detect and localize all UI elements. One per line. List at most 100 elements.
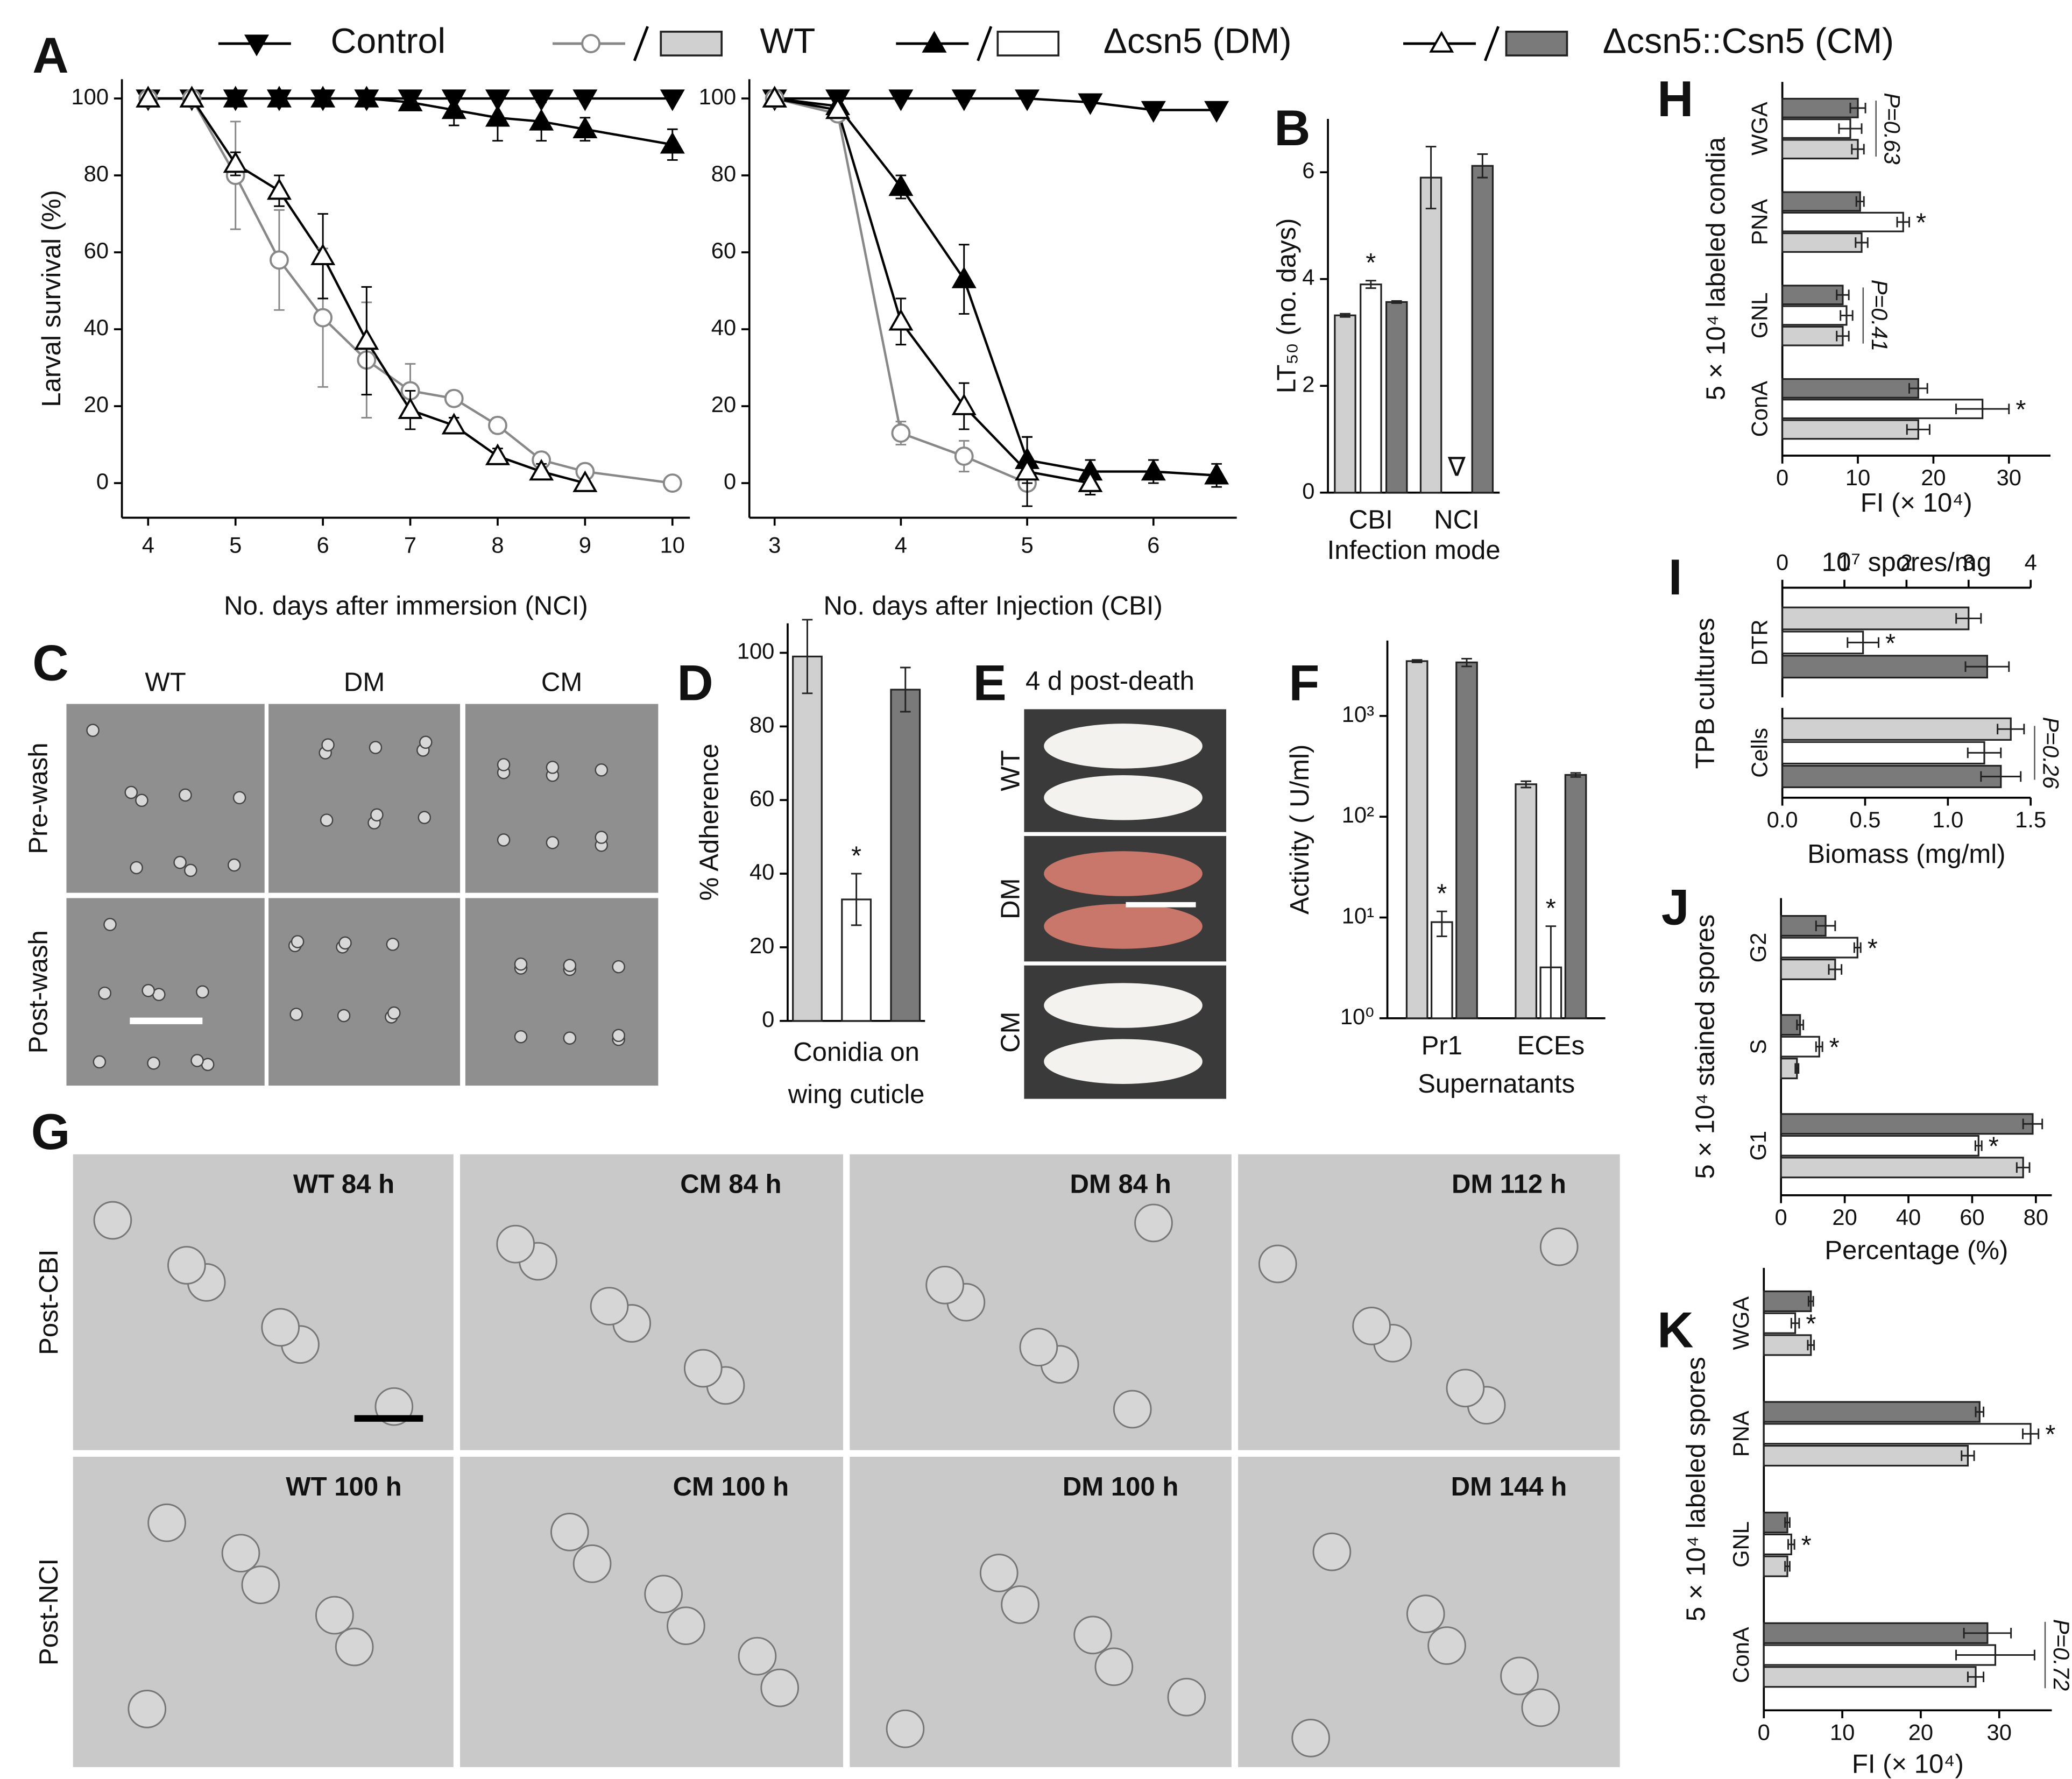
- spore: [135, 793, 148, 807]
- error-bar: [1787, 1539, 1795, 1550]
- x-tick-label: 5: [1021, 532, 1033, 557]
- annotation: *: [1868, 934, 1878, 963]
- y-tick-label: 60: [711, 238, 736, 263]
- legend-label: Δcsn5 (DM): [1104, 22, 1292, 61]
- error-bar: [1849, 103, 1866, 114]
- y-tick-label: 80: [711, 161, 736, 186]
- panel-letter: H: [1657, 71, 1693, 127]
- panel-letter: E: [973, 655, 1006, 711]
- bar: [1471, 165, 1494, 494]
- cell: [221, 1534, 260, 1573]
- spore: [563, 959, 577, 972]
- annotation: *: [1437, 880, 1447, 909]
- bar: [1780, 1135, 1979, 1157]
- marker: [891, 423, 911, 443]
- row-label: DM: [996, 878, 1025, 919]
- panel-label: CM 84 h: [680, 1170, 781, 1199]
- marker: [662, 473, 682, 493]
- cell: [572, 1544, 612, 1583]
- y-tick-label: 60: [749, 785, 774, 811]
- marker: [1078, 470, 1103, 492]
- spore: [232, 791, 246, 805]
- y-tick-label: 40: [84, 315, 109, 340]
- spore: [386, 938, 400, 951]
- x-tick-label: 3: [768, 532, 781, 557]
- x-tick-label: 10: [1845, 465, 1870, 490]
- y-tick-label: G1: [1745, 1131, 1771, 1161]
- p-value: P=0.26: [2039, 717, 2064, 789]
- y-axis-label: LT₅₀ (no. days): [1272, 218, 1301, 393]
- y-tick-label: ConA: [1728, 1627, 1753, 1683]
- bar: [1430, 921, 1453, 1019]
- cell: [738, 1636, 777, 1676]
- cell: [1521, 1688, 1560, 1727]
- x-axis-label: FI (× 10⁴): [1852, 1749, 1964, 1778]
- error-bar: [1796, 1019, 1805, 1030]
- panel-letter: A: [32, 27, 68, 83]
- marker: [485, 443, 510, 465]
- bar: [1781, 378, 1919, 399]
- bar: [1781, 325, 1844, 346]
- cell: [1500, 1656, 1539, 1696]
- marker: [223, 86, 248, 108]
- x-tick-label: 10: [660, 532, 685, 557]
- error-bar: [1980, 771, 2022, 782]
- marker: [954, 446, 974, 466]
- cell: [1406, 1594, 1445, 1633]
- marker: [485, 105, 510, 127]
- error-bar: [1461, 657, 1472, 668]
- y-tick-label: PNA: [1746, 199, 1772, 245]
- annotation: *: [1801, 1531, 1812, 1560]
- spore: [418, 811, 432, 824]
- bar: [1781, 97, 1859, 118]
- bar: [1385, 301, 1408, 494]
- column-label: CM: [541, 668, 582, 697]
- spore: [320, 813, 334, 827]
- legend-label: Δcsn5::Csn5 (CM): [1603, 22, 1894, 61]
- spore: [546, 836, 560, 849]
- error-bar: [1964, 661, 2010, 672]
- legend-slash: [977, 26, 993, 61]
- x-tick-label: 4: [2025, 549, 2037, 575]
- marker: [572, 116, 598, 138]
- marker: [572, 89, 598, 111]
- error-bar: [1807, 1296, 1814, 1307]
- error-bar: [1545, 925, 1557, 1019]
- spore: [130, 861, 143, 875]
- x-axis-label: Infection mode: [1327, 536, 1501, 565]
- error-bar: [1784, 1517, 1791, 1528]
- larva: [1044, 983, 1203, 1028]
- micrograph: [465, 704, 659, 893]
- spore: [497, 833, 511, 847]
- bar: [1419, 176, 1442, 494]
- cell: [1073, 1615, 1112, 1655]
- spore: [291, 935, 305, 948]
- error-bar: [1908, 383, 1928, 394]
- series-line: [774, 97, 1091, 485]
- bar: [1781, 741, 1985, 765]
- error-bar: [1521, 780, 1532, 789]
- error-bar: [1955, 1649, 2035, 1661]
- marker: [310, 243, 336, 265]
- marker: [441, 97, 466, 119]
- panel-letter: C: [32, 635, 68, 691]
- bar: [1781, 191, 1861, 212]
- micrograph: [850, 1154, 1232, 1450]
- legend-label: Control: [330, 22, 445, 61]
- y-tick-label: 100: [699, 84, 737, 109]
- bar: [1763, 1401, 1981, 1423]
- spore: [546, 761, 560, 774]
- error-bar: [1425, 146, 1437, 210]
- panel-letter: J: [1661, 880, 1689, 935]
- spore: [387, 1006, 401, 1020]
- bar: [1781, 305, 1848, 326]
- y-axis-label: Larval survival (%): [37, 190, 66, 407]
- y-tick-label: 0: [762, 1007, 774, 1032]
- row-label: Post-CBI: [34, 1249, 63, 1355]
- marker: [270, 250, 289, 270]
- x-axis-label: 10⁷ spores/mg: [1822, 548, 1991, 577]
- x-tick-label: CBI: [1349, 506, 1393, 535]
- error-bar: [2016, 1162, 2031, 1173]
- spore: [612, 960, 625, 974]
- cell: [1167, 1677, 1206, 1717]
